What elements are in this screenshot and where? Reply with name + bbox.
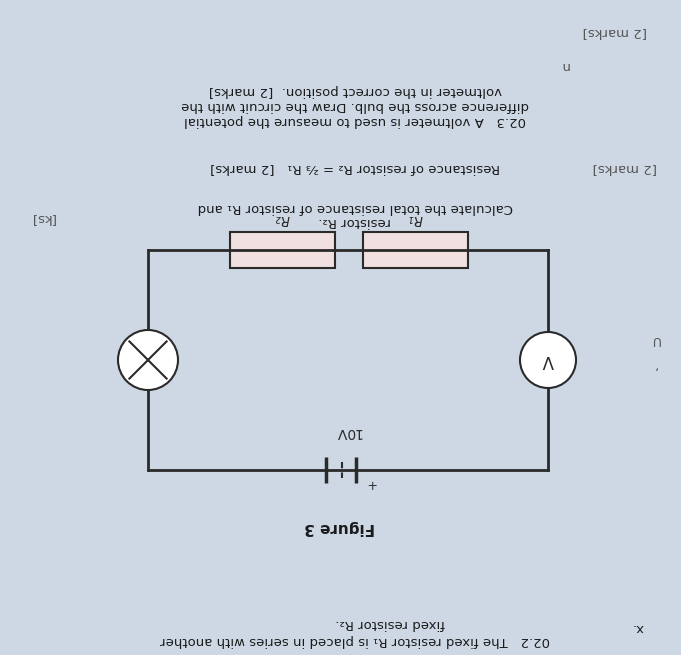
- Text: R₂: R₂: [274, 212, 289, 226]
- Circle shape: [520, 332, 576, 388]
- Text: Calculate the total resistance of resistor R₁ and: Calculate the total resistance of resist…: [197, 202, 513, 214]
- Text: U: U: [650, 333, 660, 346]
- Text: [2 marks]: [2 marks]: [583, 26, 647, 39]
- Text: Figure 3: Figure 3: [304, 521, 375, 536]
- Bar: [229, 232, 334, 268]
- Circle shape: [118, 330, 178, 390]
- Text: [ks]: [ks]: [29, 212, 54, 225]
- Text: difference across the bulb. Draw the circuit with the: difference across the bulb. Draw the cir…: [181, 98, 529, 111]
- Text: R₁: R₁: [407, 212, 423, 226]
- Bar: [362, 232, 467, 268]
- Text: fixed resistor R₂.: fixed resistor R₂.: [335, 618, 445, 631]
- Text: ,: ,: [653, 364, 657, 377]
- Text: x.: x.: [632, 622, 644, 635]
- Text: [2 marks]: [2 marks]: [593, 162, 657, 174]
- Text: V: V: [542, 351, 554, 369]
- Text: 02.2   The fixed resistor R₁ is placed in series with another: 02.2 The fixed resistor R₁ is placed in …: [160, 633, 550, 646]
- Text: voltmeter in the correct position.  [2 marks]: voltmeter in the correct position. [2 ma…: [208, 83, 502, 96]
- Text: resistor R₂.: resistor R₂.: [319, 215, 392, 229]
- Text: 10V: 10V: [334, 425, 362, 439]
- Text: Resistance of resistor R₂ = ²⁄₃ R₁   [2 marks]: Resistance of resistor R₂ = ²⁄₃ R₁ [2 ma…: [210, 162, 500, 174]
- Text: n: n: [560, 58, 569, 71]
- Text: +: +: [365, 477, 375, 491]
- Text: 02.3   A voltmeter is used to measure the potential: 02.3 A voltmeter is used to measure the …: [184, 113, 526, 126]
